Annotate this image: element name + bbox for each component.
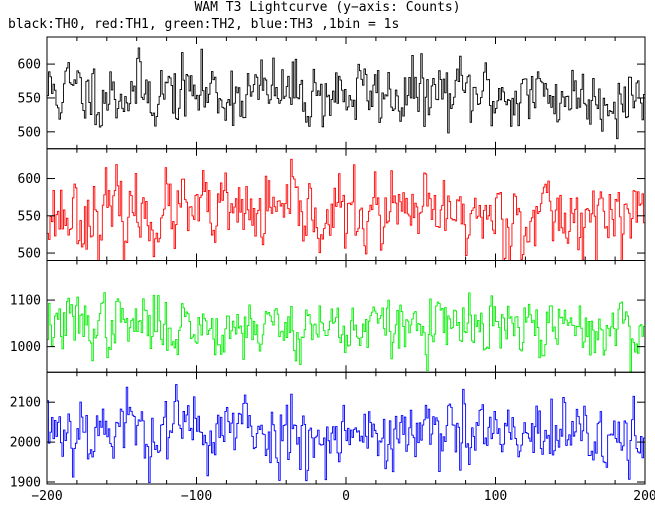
series-TH1 [47,158,645,261]
series-TH3 [47,384,645,484]
y-tick-label: 2000 [10,436,41,451]
x-tick-label: 100 [484,489,507,504]
y-tick-label: 2100 [10,396,41,411]
y-tick-label: 600 [18,58,41,73]
chart-subtitle-legend: black:TH0, red:TH1, green:TH2, blue:TH3 … [8,17,400,32]
x-tick-label: −200 [31,489,62,504]
series-TH2 [47,292,645,373]
series-TH0 [47,47,645,140]
y-tick-label: 1000 [10,340,41,355]
y-tick-label: 1900 [10,476,41,491]
x-tick-label: 0 [342,489,350,504]
y-tick-label: 500 [18,125,41,140]
chart-title: WAM T3 Lightcurve (y−axis: Counts) [194,0,461,15]
y-tick-label: 600 [18,172,41,187]
y-tick-label: 550 [18,209,41,224]
y-tick-label: 1100 [10,294,41,309]
y-tick-label: 500 [18,247,41,262]
x-tick-label: 200 [633,489,655,504]
x-tick-label: −100 [181,489,212,504]
y-tick-label: 550 [18,91,41,106]
